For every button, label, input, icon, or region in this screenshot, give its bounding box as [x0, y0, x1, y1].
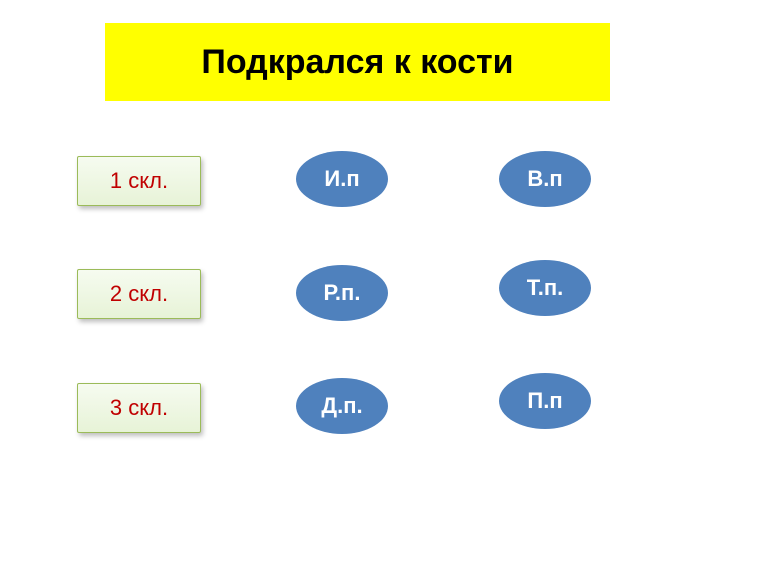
declension-1[interactable]: 1 скл. — [77, 156, 201, 206]
case-genitive[interactable]: Р.п. — [296, 265, 388, 321]
declension-label: 1 скл. — [110, 168, 168, 194]
case-label: П.п — [527, 389, 562, 412]
declension-label: 3 скл. — [110, 395, 168, 421]
declension-label: 2 скл. — [110, 281, 168, 307]
case-accusative[interactable]: В.п — [499, 151, 591, 207]
case-dative[interactable]: Д.п. — [296, 378, 388, 434]
case-label: Р.п. — [324, 281, 361, 304]
case-label: В.п — [527, 167, 562, 190]
slide-stage: Подкрался к кости 1 скл. 2 скл. 3 скл. И… — [0, 0, 768, 576]
case-prepositional[interactable]: П.п — [499, 373, 591, 429]
case-label: Д.п. — [321, 394, 362, 417]
declension-3[interactable]: 3 скл. — [77, 383, 201, 433]
title-text: Подкрался к кости — [201, 43, 513, 82]
case-instrumental[interactable]: Т.п. — [499, 260, 591, 316]
case-label: Т.п. — [527, 276, 563, 299]
case-nominative[interactable]: И.п — [296, 151, 388, 207]
title-box: Подкрался к кости — [105, 23, 610, 101]
case-label: И.п — [324, 167, 359, 190]
declension-2[interactable]: 2 скл. — [77, 269, 201, 319]
